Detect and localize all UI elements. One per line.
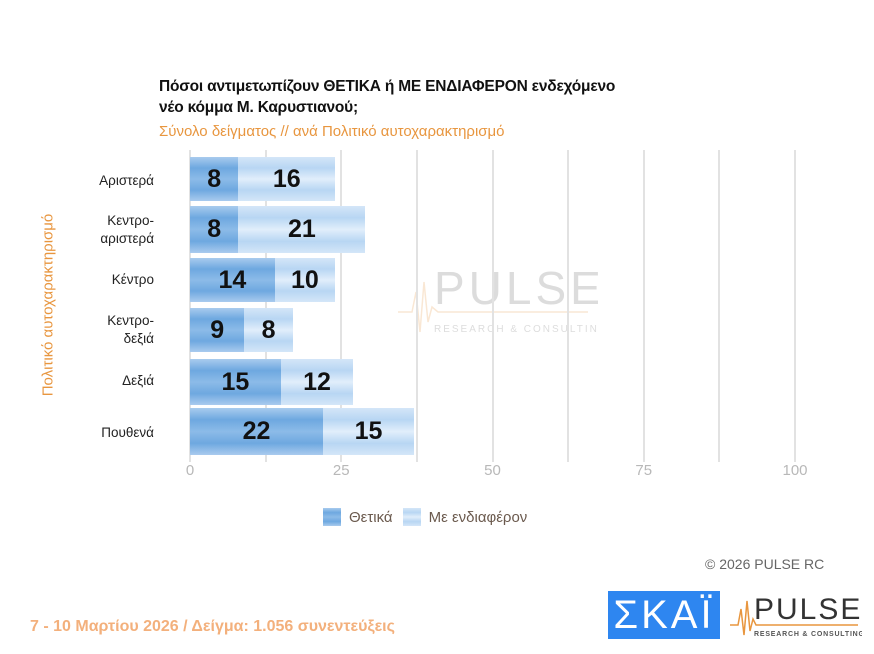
copyright: © 2026 PULSE RC: [705, 556, 825, 572]
bar-value-label: 21: [288, 215, 316, 243]
gridline: [340, 150, 343, 462]
bar-value-label: 8: [207, 215, 222, 243]
bar-endiaferon: 21: [238, 206, 366, 253]
bar-thetika: 14: [190, 258, 275, 302]
bar-value-label: 12: [303, 367, 331, 396]
gridline: [567, 150, 570, 462]
gridline: [189, 150, 191, 462]
bar-value-label: 9: [210, 315, 225, 344]
bar-value-label: 14: [218, 265, 247, 294]
bar-value-label: 15: [354, 417, 383, 445]
chart-title-line1: Πόσοι αντιμετωπίζουν ΘΕΤΙΚΑ ή ΜΕ ΕΝΔΙΑΦΕ…: [159, 78, 616, 95]
bar-thetika: 8: [190, 157, 239, 201]
category-label: Αριστερά: [99, 173, 154, 188]
bar-value-label: 8: [261, 315, 276, 344]
bar-endiaferon: 15: [323, 408, 414, 455]
svg-text:PULSE: PULSE: [434, 262, 598, 314]
chart-title-line2: νέο κόμμα Μ. Καρυστιανού;: [159, 99, 358, 116]
svg-text:RESEARCH & CONSULTING: RESEARCH & CONSULTING: [434, 324, 598, 335]
gridline: [491, 150, 494, 462]
pulse-watermark: PULSE RESEARCH & CONSULTING: [398, 262, 607, 347]
gridline: [415, 150, 418, 462]
category-label: Κέντρο: [111, 272, 154, 287]
bar-value-label: 22: [242, 417, 271, 445]
bar-endiaferon: 16: [238, 157, 336, 201]
pulse-logo: PULSE RESEARCH & CONSULTING: [730, 591, 864, 644]
bar-endiaferon: 8: [244, 308, 293, 352]
bar-thetika: 22: [190, 408, 324, 455]
bar-thetika: 15: [190, 359, 281, 405]
gridline: [794, 150, 796, 462]
legend: Θετικά Με ενδιαφέρον: [323, 508, 527, 526]
category-label: Κεντρο-δεξιά: [107, 313, 154, 346]
gridline: [642, 150, 645, 462]
legend-label-endiaferon: Με ενδιαφέρον: [428, 508, 528, 526]
chart-subtitle: Σύνολο δείγματος // ανά Πολιτικό αυτοχαρ…: [159, 123, 505, 140]
bar-thetika: 9: [190, 308, 245, 352]
gridline: [264, 150, 267, 462]
bar-value-label: 8: [207, 164, 222, 193]
x-tick-label: 50: [484, 462, 501, 479]
bar-thetika: 8: [190, 206, 239, 253]
chart-title: Πόσοι αντιμετωπίζουν ΘΕΤΙΚΑ ή ΜΕ ΕΝΔΙΑΦΕ…: [159, 76, 615, 118]
gridline: [718, 150, 721, 462]
bar-value-label: 10: [291, 265, 319, 294]
category-label: Δεξιά: [122, 373, 154, 388]
svg-text:RESEARCH & CONSULTING: RESEARCH & CONSULTING: [754, 631, 862, 638]
footer-note: 7 - 10 Μαρτίου 2026 / Δείγμα: 1.056 συνε…: [30, 618, 395, 635]
legend-swatch-thetika: [323, 508, 341, 526]
skai-logo: ΣΚΑΪ: [608, 591, 720, 639]
x-tick-label: 100: [782, 462, 808, 479]
legend-label-thetika: Θετικά: [349, 508, 393, 526]
bar-value-label: 16: [272, 164, 301, 193]
category-label: Πουθενά: [101, 425, 154, 440]
bar-endiaferon: 12: [280, 359, 354, 405]
x-tick-label: 0: [185, 462, 195, 479]
svg-text:PULSE: PULSE: [754, 593, 862, 626]
y-axis-label: Πολιτικό αυτοχαρακτηρισμό: [39, 213, 57, 397]
bar-value-label: 15: [221, 367, 250, 396]
bar-endiaferon: 10: [274, 258, 336, 302]
x-tick-label: 75: [635, 462, 653, 479]
plot-area: 8 16 8 21 14 10 9 8 15 12 22 15: [189, 150, 796, 462]
category-label: Κεντρο-αριστερά: [100, 213, 154, 246]
legend-swatch-endiaferon: [402, 508, 421, 526]
x-tick-label: 25: [332, 462, 350, 479]
